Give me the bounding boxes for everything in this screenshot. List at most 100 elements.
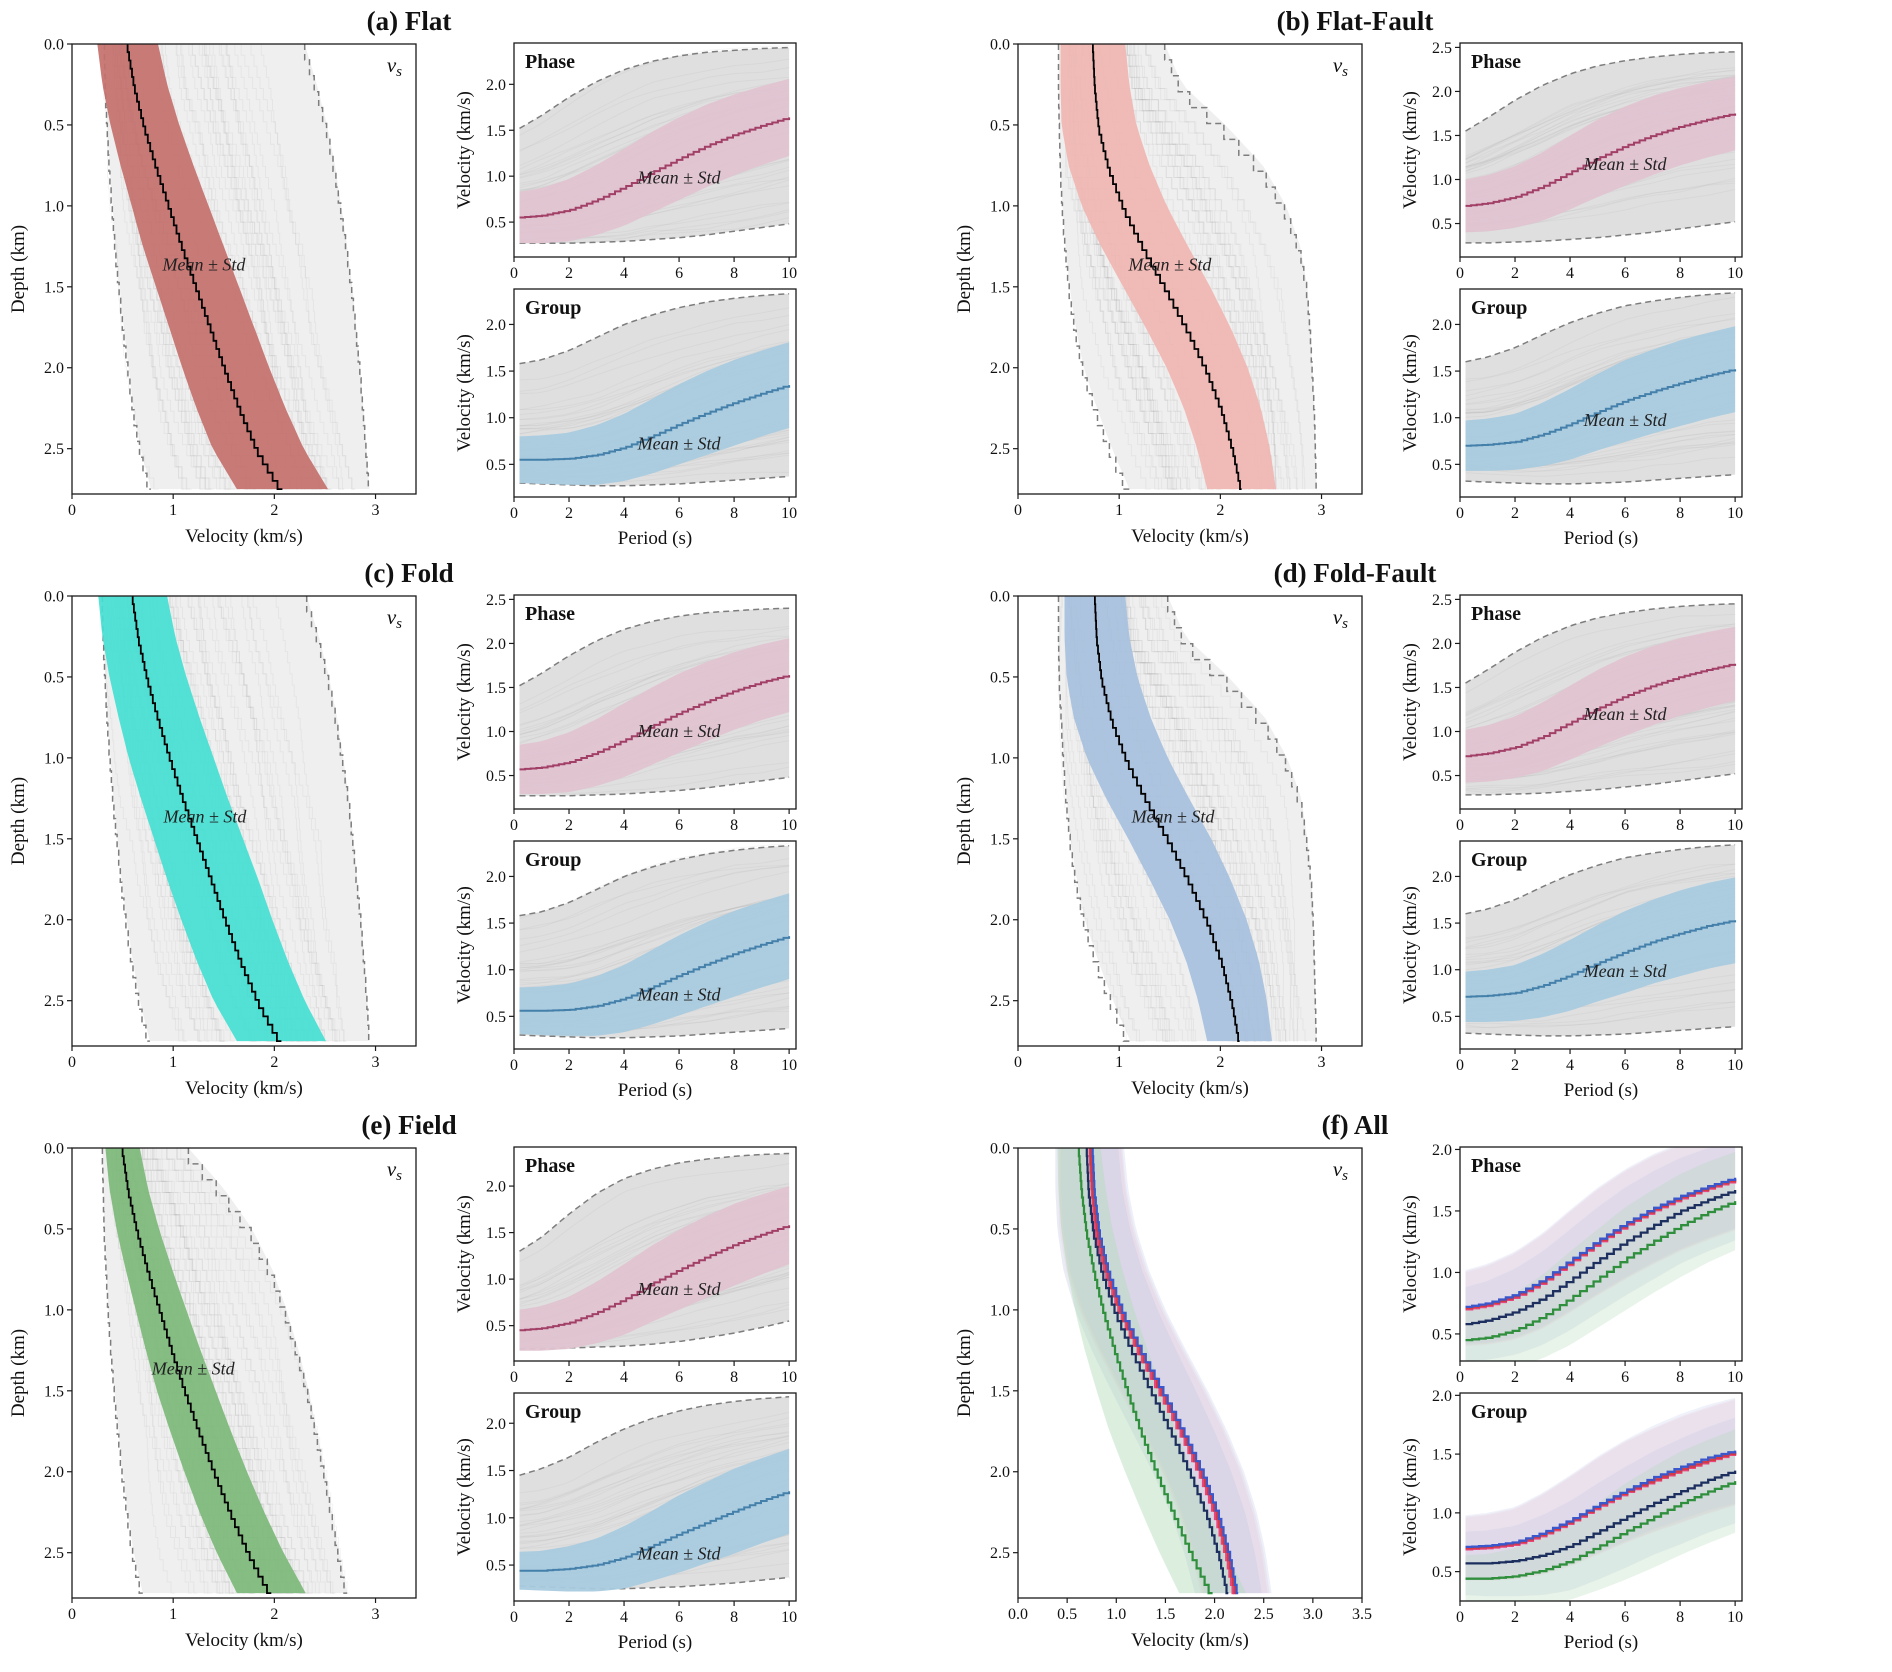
mean-std-annotation: Mean ± Std [1128, 255, 1213, 275]
axes: 0 2 4 6 8 10 0.5 1.0 1.5 2.0 Period (s) Velocity (k… [456, 1392, 797, 1653]
phase-plot-area [519, 45, 791, 244]
y-tick-label: 1.0 [1432, 1505, 1452, 1522]
std-band [1465, 326, 1736, 471]
axes: 0.0 0.5 1.0 1.5 2.0 2.5 3.0 3.5 0.0 0.5 1.0 1.5 2.0 2… [956, 1142, 1372, 1651]
y-axis-label: Velocity (km/s) [456, 886, 475, 1004]
y-tick-label: 1.5 [990, 831, 1010, 848]
x-tick-label: 4 [1566, 265, 1574, 282]
x-tick-label: 0 [68, 1054, 76, 1071]
y-tick-label: 0.5 [990, 117, 1010, 134]
band-Flat-Fault [1059, 1148, 1270, 1594]
x-tick-label: 2 [565, 1369, 573, 1386]
axes: 0 2 4 6 8 10 0.5 1.0 1.5 2.0 Period (s) Velocity (k… [456, 288, 797, 549]
std-band [1064, 596, 1272, 1042]
envelope-hi [187, 1148, 348, 1594]
vs-plot-area [98, 596, 370, 1042]
envelope-lo [1057, 596, 1131, 1042]
x-tick-label: 2 [1511, 265, 1519, 282]
y-tick-label: 1.5 [1432, 364, 1452, 381]
axes: 0 2 4 6 8 10 0.5 1.0 1.5 2.0 Period (s) Velocity (k… [1402, 288, 1743, 549]
x-tick-label: 0 [510, 1057, 518, 1074]
y-tick-label: 1.0 [486, 724, 506, 741]
phase-panel-label: Phase [525, 1155, 575, 1177]
x-tick-label: 0 [1456, 817, 1464, 834]
x-tick-label: 8 [730, 817, 738, 834]
x-tick-label: 10 [1727, 817, 1743, 834]
x-tick-label: 1 [169, 1606, 177, 1623]
x-tick-label: 2 [1511, 1609, 1519, 1626]
y-tick-label: 2.0 [486, 1179, 506, 1196]
x-tick-label: 3.0 [1303, 1606, 1323, 1623]
vs-plot-area [1055, 1148, 1272, 1595]
y-tick-label: 1.5 [44, 1383, 64, 1400]
panel-d-body: 0 1 2 3 0.0 0.5 1.0 1.5 2.0 2.5 Velocity (km/s) Dep… [956, 590, 1892, 1104]
x-tick-label: 0 [68, 1606, 76, 1623]
std-band [519, 1448, 790, 1592]
envelope-hi [519, 844, 790, 917]
phase-panel-label: Phase [1471, 603, 1521, 625]
x-tick-label: 2 [270, 1606, 278, 1623]
y-tick-label: 1.5 [486, 1463, 506, 1480]
x-tick-label: 0 [1014, 1054, 1022, 1071]
envelope-hi [1465, 51, 1736, 132]
x-tick-label: 0 [1456, 1609, 1464, 1626]
y-axis-label: Velocity (km/s) [1402, 643, 1421, 761]
x-tick-label: 8 [730, 265, 738, 282]
x-axis-label: Velocity (km/s) [1131, 1078, 1249, 1099]
x-tick-label: 8 [730, 1609, 738, 1626]
std-band [519, 893, 790, 1036]
x-tick-label: 0 [1456, 265, 1464, 282]
axes: 0 1 2 3 0.0 0.5 1.0 1.5 2.0 2.5 Velocity (km/s) Dep… [10, 590, 417, 1099]
envelope-lo [519, 1027, 790, 1039]
vs-corner-label: vs [387, 53, 402, 80]
mean-line [519, 117, 791, 219]
std-band [1465, 626, 1736, 783]
y-tick-label: 2.5 [44, 993, 64, 1010]
panel-d-title: (d) Fold-Fault [1273, 558, 1437, 588]
x-axis-label: Period (s) [618, 1080, 692, 1101]
mean-line [519, 1225, 791, 1332]
x-axis-label: Velocity (km/s) [185, 1078, 303, 1099]
x-tick-label: 4 [1566, 1057, 1574, 1074]
y-tick-label: 2.5 [1432, 592, 1452, 609]
y-tick-label: 0.0 [44, 1142, 64, 1158]
y-axis-label: Velocity (km/s) [1402, 91, 1421, 209]
y-tick-label: 1.0 [486, 1272, 506, 1289]
axes: 0 2 4 6 8 10 0.5 1.0 1.5 2.0 2.5 Velocity (km/s) [1402, 40, 1743, 282]
group-panel-label: Group [525, 1401, 581, 1423]
y-tick-label: 2.0 [1432, 869, 1452, 886]
mean-std-annotation: Mean ± Std [1583, 961, 1668, 981]
phase-velocity-plot: 0 2 4 6 8 10 0.5 1.0 1.5 2.0 Velocity (km/s) Phase M… [456, 42, 797, 282]
envelope-hi [305, 596, 370, 1042]
x-axis-label: Velocity (km/s) [1131, 526, 1249, 547]
mean-line-Fold [1465, 1470, 1737, 1565]
group-plot-area [1465, 1397, 1737, 1601]
x-tick-label: 2 [565, 505, 573, 522]
y-tick-label: 0.5 [44, 669, 64, 686]
x-tick-label: 10 [781, 265, 797, 282]
y-tick-label: 2.0 [990, 912, 1010, 929]
y-tick-label: 2.0 [486, 317, 506, 334]
mean-line [519, 385, 791, 461]
std-band [97, 44, 328, 490]
x-tick-label: 0.5 [1057, 1606, 1077, 1623]
envelope-hi [519, 46, 790, 130]
x-tick-label: 6 [1621, 505, 1629, 522]
axes: 0 2 4 6 8 10 0.5 1.0 1.5 2.0 2.5 Velocity (km/s) [1402, 592, 1743, 834]
phase-plot-area [1465, 51, 1737, 244]
phase-velocity-plot: 0 2 4 6 8 10 0.5 1.0 1.5 2.0 2.5 Velocity (km/s) Pha… [1402, 40, 1743, 282]
vs-corner-label: vs [387, 1157, 402, 1184]
y-axis-label: Velocity (km/s) [456, 643, 475, 761]
y-tick-label: 2.0 [44, 1464, 64, 1481]
x-tick-label: 3.5 [1352, 1606, 1372, 1623]
mean-std-annotation: Mean ± Std [161, 255, 246, 275]
vs-corner-label: vs [1333, 1157, 1348, 1184]
mean-line-Fold [1085, 1148, 1229, 1595]
x-tick-label: 2 [1216, 1054, 1224, 1071]
dispersion-column: 0 2 4 6 8 10 0.5 1.0 1.5 2.0 2.5 Velocity (km/s) Pha… [1402, 38, 1754, 552]
envelope-lo [1465, 221, 1736, 244]
vs-plot-area [101, 1148, 350, 1594]
y-tick-label: 1.0 [990, 198, 1010, 215]
x-tick-label: 2 [565, 817, 573, 834]
